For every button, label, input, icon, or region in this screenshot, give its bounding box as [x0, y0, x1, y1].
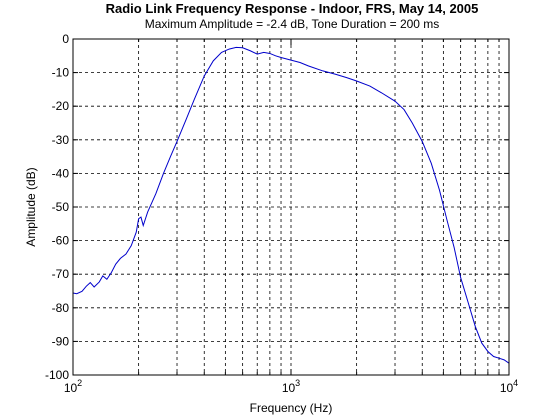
y-tick-label: -40	[52, 166, 70, 180]
y-tick-label: -70	[52, 267, 70, 281]
y-tick-label: -60	[52, 234, 70, 248]
y-tick-label: -10	[52, 66, 70, 80]
series-layer	[72, 46, 510, 364]
x-tick-label: 103	[282, 378, 300, 395]
x-tick-label: 104	[500, 378, 518, 395]
y-tick-label: -50	[52, 200, 70, 214]
y-axis-label: Amplitude (dB)	[24, 167, 38, 246]
y-tick-label: -80	[52, 301, 70, 315]
series-line	[72, 46, 510, 364]
y-tick-label: -90	[52, 334, 70, 348]
x-tick-labels: 102 103 104	[64, 378, 518, 395]
x-axis-label: Frequency (Hz)	[250, 401, 333, 415]
x-tick-label: 102	[64, 378, 82, 395]
chart-subtitle: Maximum Amplitude = -2.4 dB, Tone Durati…	[145, 17, 440, 31]
y-tick-label: -100	[45, 368, 69, 382]
y-tick-label: -20	[52, 99, 70, 113]
axis-ticks	[72, 38, 509, 376]
chart-title: Radio Link Frequency Response - Indoor, …	[106, 1, 479, 16]
y-tick-label: -30	[52, 133, 70, 147]
y-tick-label: 0	[62, 32, 69, 46]
grid	[73, 39, 509, 375]
y-tick-labels: 0 -10 -20 -30 -40 -50 -60 -70 -80 -90 -100	[45, 32, 69, 382]
